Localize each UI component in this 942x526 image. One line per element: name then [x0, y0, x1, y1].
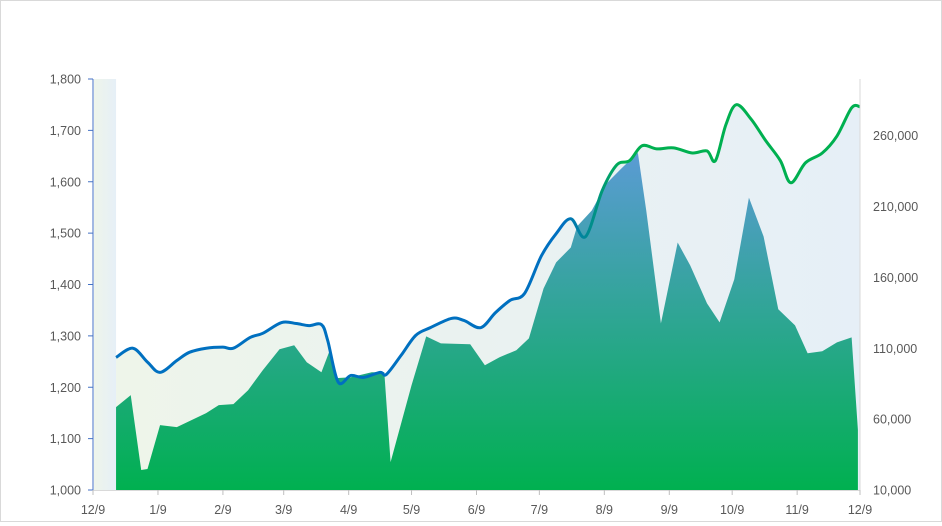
x-tick-label: 12/9	[848, 503, 872, 517]
y-left-tick-label: 1,400	[50, 278, 81, 292]
x-tick-label: 10/9	[720, 503, 744, 517]
x-tick-label: 8/9	[596, 503, 613, 517]
x-tick-label: 3/9	[275, 503, 292, 517]
y-right-tick-label: 60,000	[873, 413, 911, 427]
y-right-tick-label: 260,000	[873, 129, 918, 143]
y-left-tick-label: 1,600	[50, 175, 81, 189]
x-tick-label: 5/9	[403, 503, 420, 517]
y-left-tick-label: 1,000	[50, 484, 81, 498]
y-left-tick-label: 1,200	[50, 381, 81, 395]
x-tick-label: 11/9	[785, 503, 808, 517]
y-left-tick-label: 1,100	[50, 432, 81, 446]
y-left-tick-label: 1,500	[50, 227, 81, 241]
y-right-tick-label: 160,000	[873, 271, 918, 285]
y-right-tick-label: 10,000	[873, 484, 911, 498]
y-left-tick-label: 1,700	[50, 124, 81, 138]
x-tick-label: 1/9	[149, 503, 166, 517]
x-tick-label: 6/9	[468, 503, 485, 517]
x-tick-label: 2/9	[214, 503, 231, 517]
y-right-tick-label: 210,000	[873, 200, 918, 214]
x-tick-label: 9/9	[661, 503, 678, 517]
y-left-tick-label: 1,300	[50, 329, 81, 343]
y-left-tick-label: 1,800	[50, 73, 81, 87]
x-tick-label: 7/9	[531, 503, 548, 517]
y-right-tick-label: 110,000	[873, 342, 917, 356]
x-tick-label: 12/9	[81, 503, 105, 517]
x-tick-label: 4/9	[340, 503, 357, 517]
shade-strip	[94, 79, 116, 490]
